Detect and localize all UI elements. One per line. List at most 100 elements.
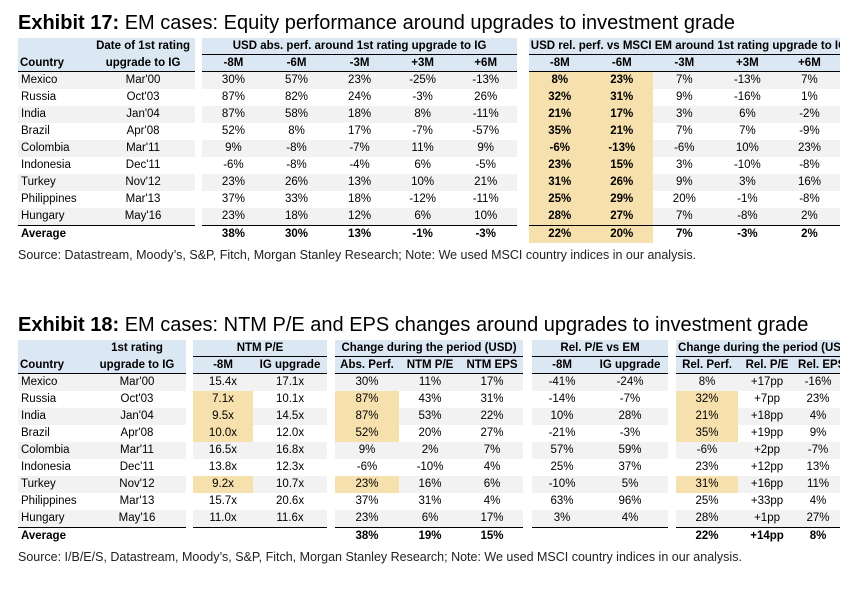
value-cell: 24%: [348, 91, 372, 103]
value-cell: 9%: [335, 442, 400, 459]
value-cell: 26%: [474, 91, 498, 103]
average-value-cell: 38%: [335, 527, 400, 545]
value-cell: 12.0x: [275, 427, 305, 439]
value-cell: 4%: [592, 510, 669, 528]
value-cell: 4%: [809, 495, 827, 507]
value-cell: +2pp: [738, 442, 797, 459]
country-cell: Brazil: [21, 427, 50, 439]
value-cell: 23%: [201, 174, 265, 191]
value-cell: 87%: [335, 408, 400, 425]
value-cell: 23%: [335, 476, 400, 493]
value-cell: 3%: [532, 510, 593, 528]
value-cell: -6%: [652, 140, 716, 157]
exhibit-17-body: Mexico Mar'00 30% 57% 23% -25% -13% 8% 23% 7% -13%…: [18, 71, 840, 243]
table-row: Indonesia Dec'11 13.8x 12.3x -6% -10% 4% 25% 37%…: [18, 459, 840, 476]
value-cell: -8%: [264, 140, 329, 157]
value-cell: -12%: [409, 193, 437, 205]
header-col: NTM P/E: [399, 356, 462, 374]
table-row: Turkey Nov'12 23% 26% 13% 10% 21% 31% 26% 9% 3% 16%: [18, 174, 840, 191]
average-value-cell: 8%: [796, 527, 841, 545]
value-cell: 31%: [590, 89, 653, 106]
value-cell: -7%: [619, 393, 641, 405]
value-cell: 18%: [328, 106, 392, 123]
value-cell: 10.7x: [253, 476, 328, 493]
exhibit-17: Exhibit 17: EM cases: Equity performance…: [18, 8, 840, 262]
header-col: IG upgrade: [253, 356, 328, 374]
value-cell: 58%: [264, 106, 329, 123]
date-cell: Mar'11: [91, 140, 195, 157]
column-gap: [517, 208, 529, 226]
average-value-cell: 30%: [264, 225, 329, 243]
value-cell: 6%: [399, 510, 462, 528]
value-cell: 9.2x: [193, 476, 253, 493]
average-value-cell: 19%: [399, 527, 462, 545]
value-cell: 7%: [652, 71, 716, 89]
table-row: India Jan'04 9.5x 14.5x 87% 53% 22% 10% 28% 21% +1…: [18, 408, 841, 425]
value-cell: 82%: [284, 91, 309, 103]
column-gap: [668, 408, 677, 425]
column-gap: [194, 140, 202, 157]
value-cell: 17%: [461, 510, 524, 528]
value-cell: 35%: [676, 425, 739, 442]
value-cell: 7%: [652, 208, 716, 226]
value-cell: -57%: [472, 125, 500, 137]
column-gap: [517, 174, 529, 191]
value-cell: 3%: [652, 106, 716, 123]
value-cell: 4%: [483, 495, 501, 507]
country-cell: Mexico: [18, 71, 92, 89]
value-cell: 27%: [796, 510, 841, 528]
average-value-cell: +14pp: [738, 527, 797, 545]
column-gap: [186, 408, 193, 425]
value-cell: 43%: [418, 393, 442, 405]
column-gap: [668, 527, 677, 545]
date-cell: Mar'13: [119, 495, 155, 507]
header-rel-pe-group: Rel. P/E vs EM: [532, 340, 669, 357]
value-cell: 4%: [796, 408, 841, 425]
exhibit-17-label: Exhibit 17:: [18, 12, 120, 34]
value-cell: +18pp: [738, 408, 797, 425]
date-cell: May'16: [91, 208, 195, 226]
column-gap: [186, 510, 193, 528]
value-cell: 15.4x: [193, 373, 253, 391]
value-cell: -14%: [548, 393, 576, 405]
exhibit-18-title: Exhibit 18: EM cases: NTM P/E and EPS ch…: [18, 310, 840, 340]
value-cell: -41%: [532, 373, 593, 391]
value-cell: 11.6x: [253, 510, 328, 528]
column-gap: [517, 71, 529, 89]
column-gap: [194, 157, 202, 174]
value-cell: 17%: [590, 106, 653, 123]
column-gap: [327, 527, 336, 545]
column-gap: [327, 459, 336, 476]
value-cell: 17%: [461, 373, 524, 391]
value-cell: 9%: [809, 427, 827, 439]
value-cell: 10.0x: [193, 425, 253, 442]
value-cell: -13%: [454, 71, 518, 89]
value-cell: 53%: [399, 408, 462, 425]
value-cell: 9.5x: [193, 408, 253, 425]
date-cell: Apr'08: [126, 125, 160, 137]
column-gap: [186, 373, 193, 391]
date-cell: Oct'03: [120, 393, 154, 405]
column-gap: [523, 527, 533, 545]
value-cell: 23%: [695, 461, 719, 473]
value-cell: 8%: [288, 125, 305, 137]
country-cell: Brazil: [21, 125, 50, 137]
column-gap: [327, 510, 336, 528]
column-gap: [194, 106, 202, 123]
value-cell: 16.5x: [193, 442, 253, 459]
value-cell: 28%: [676, 510, 739, 528]
value-cell: 87%: [221, 91, 245, 103]
column-gap: [327, 408, 336, 425]
header-col: +3M: [715, 54, 779, 72]
header-col: -3M: [328, 54, 392, 72]
value-cell: 11%: [391, 140, 455, 157]
value-cell: 25%: [550, 461, 574, 473]
average-value-cell: 2%: [778, 225, 840, 243]
value-cell: 10%: [391, 174, 455, 191]
value-cell: -7%: [328, 140, 392, 157]
table-row: India Jan'04 87% 58% 18% 8% -11% 21% 17% 3% 6% -2%: [18, 106, 840, 123]
column-gap: [517, 157, 529, 174]
date-cell: Dec'11: [119, 461, 155, 473]
value-cell: 26%: [590, 174, 653, 191]
table-row: Russia Oct'03 7.1x 10.1x 87% 43% 31% -14% -7% 32%…: [18, 391, 840, 408]
